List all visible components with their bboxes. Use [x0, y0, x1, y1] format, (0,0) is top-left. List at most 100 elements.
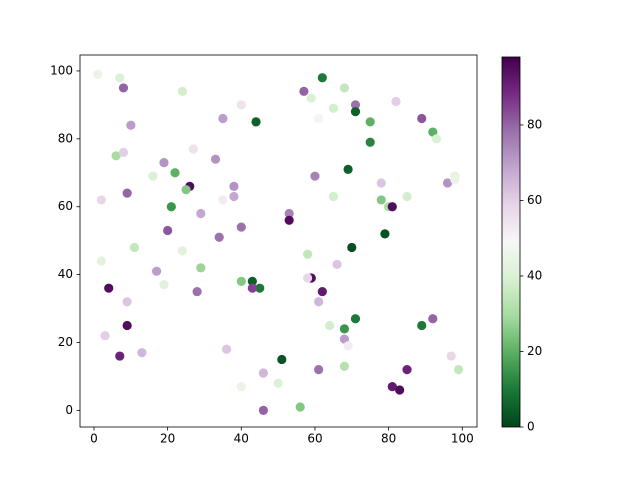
scatter-point — [431, 134, 442, 144]
scatter-point — [196, 208, 206, 219]
colorbar-tick-label: 60 — [527, 193, 542, 207]
scatter-point — [273, 378, 283, 388]
scatter-point — [159, 157, 169, 168]
scatter-point — [442, 178, 453, 188]
scatter-point — [387, 382, 397, 392]
scatter-point — [122, 188, 132, 198]
x-tick-label: 60 — [307, 432, 322, 446]
scatter-point — [339, 83, 350, 93]
scatter-point — [343, 164, 353, 174]
scatter-point — [255, 283, 265, 293]
scatter-point — [236, 100, 246, 110]
scatter-point — [118, 147, 129, 158]
scatter-point — [115, 73, 125, 83]
scatter-point — [126, 120, 136, 130]
scatter-point — [188, 144, 199, 154]
scatter-point — [284, 215, 294, 225]
scatter-point — [314, 113, 324, 124]
colorbar-tick-label: 40 — [527, 268, 542, 282]
x-tick-label: 100 — [451, 432, 474, 446]
scatter-point — [96, 195, 106, 205]
scatter-point — [450, 174, 460, 185]
x-tick-label: 0 — [90, 432, 98, 446]
scatter-point — [314, 365, 324, 375]
scatter-point — [159, 280, 169, 290]
scatter-point — [295, 402, 305, 412]
scatter-point — [236, 276, 246, 286]
scatter-point — [258, 405, 269, 415]
scatter-point — [166, 202, 176, 212]
scatter-point — [395, 385, 405, 395]
y-tick-label: 60 — [58, 199, 73, 213]
scatter-point — [402, 191, 412, 202]
scatter-point — [93, 69, 103, 79]
colorbar-tick-label: 20 — [527, 344, 542, 358]
scatter-point — [177, 246, 187, 256]
scatter-point — [428, 127, 438, 137]
scatter-point — [328, 191, 338, 202]
scatter-point — [148, 171, 158, 181]
scatter-point — [391, 96, 401, 107]
scatter-point — [170, 168, 180, 178]
scatter-point — [417, 113, 427, 124]
scatter-point — [343, 341, 353, 351]
x-tick-label: 80 — [381, 432, 396, 446]
scatter-point — [347, 242, 357, 253]
scatter-point — [218, 195, 228, 205]
scatter-point — [306, 93, 316, 103]
scatter-point — [453, 365, 464, 375]
y-tick-label: 40 — [58, 267, 73, 281]
scatter-point — [115, 351, 125, 361]
scatter-point — [104, 283, 114, 293]
colorbar-tick-label: 0 — [527, 420, 535, 434]
scatter-point — [417, 320, 427, 331]
scatter-point — [118, 83, 129, 93]
scatter-point — [137, 348, 147, 358]
scatter-point — [277, 354, 287, 365]
colorbar-tick-label: 80 — [527, 117, 542, 131]
y-tick-label: 0 — [65, 403, 73, 417]
scatter-point — [317, 73, 327, 83]
scatter-point — [310, 171, 320, 181]
scatter-point — [122, 297, 132, 307]
scatter-point — [376, 178, 386, 188]
scatter-point — [247, 276, 257, 286]
scatter-point — [302, 249, 313, 259]
colorbar — [501, 56, 521, 428]
scatter-point — [365, 137, 375, 147]
scatter-point — [100, 331, 110, 341]
scatter-point — [350, 314, 361, 324]
scatter-point — [218, 113, 228, 124]
scatter-point — [302, 273, 313, 283]
scatter-point — [317, 286, 327, 297]
axes-frame — [79, 54, 478, 428]
scatter-point — [251, 117, 261, 127]
scatter-point — [339, 361, 350, 371]
scatter-point — [350, 107, 361, 117]
x-tick-label: 20 — [160, 432, 175, 446]
scatter-point — [247, 283, 257, 293]
scatter-point — [229, 191, 239, 202]
scatter-point — [446, 351, 456, 361]
scatter-point — [221, 344, 232, 354]
scatter-point — [96, 256, 106, 266]
scatter-point — [152, 266, 162, 276]
scatter-point — [214, 232, 224, 242]
scatter-point — [328, 103, 338, 113]
scatter-point — [350, 100, 361, 110]
scatter-point — [365, 117, 375, 127]
scatter-point — [402, 365, 412, 375]
scatter-point — [284, 208, 294, 219]
scatter-point — [258, 368, 269, 378]
scatter-point — [163, 225, 173, 236]
y-tick-label: 80 — [58, 131, 73, 145]
scatter-point — [236, 382, 246, 392]
scatter-point — [210, 154, 221, 164]
scatter-point — [196, 263, 206, 273]
scatter-point — [299, 86, 309, 96]
x-tick-label: 40 — [234, 432, 249, 446]
scatter-point — [192, 286, 202, 297]
scatter-point — [376, 195, 386, 205]
